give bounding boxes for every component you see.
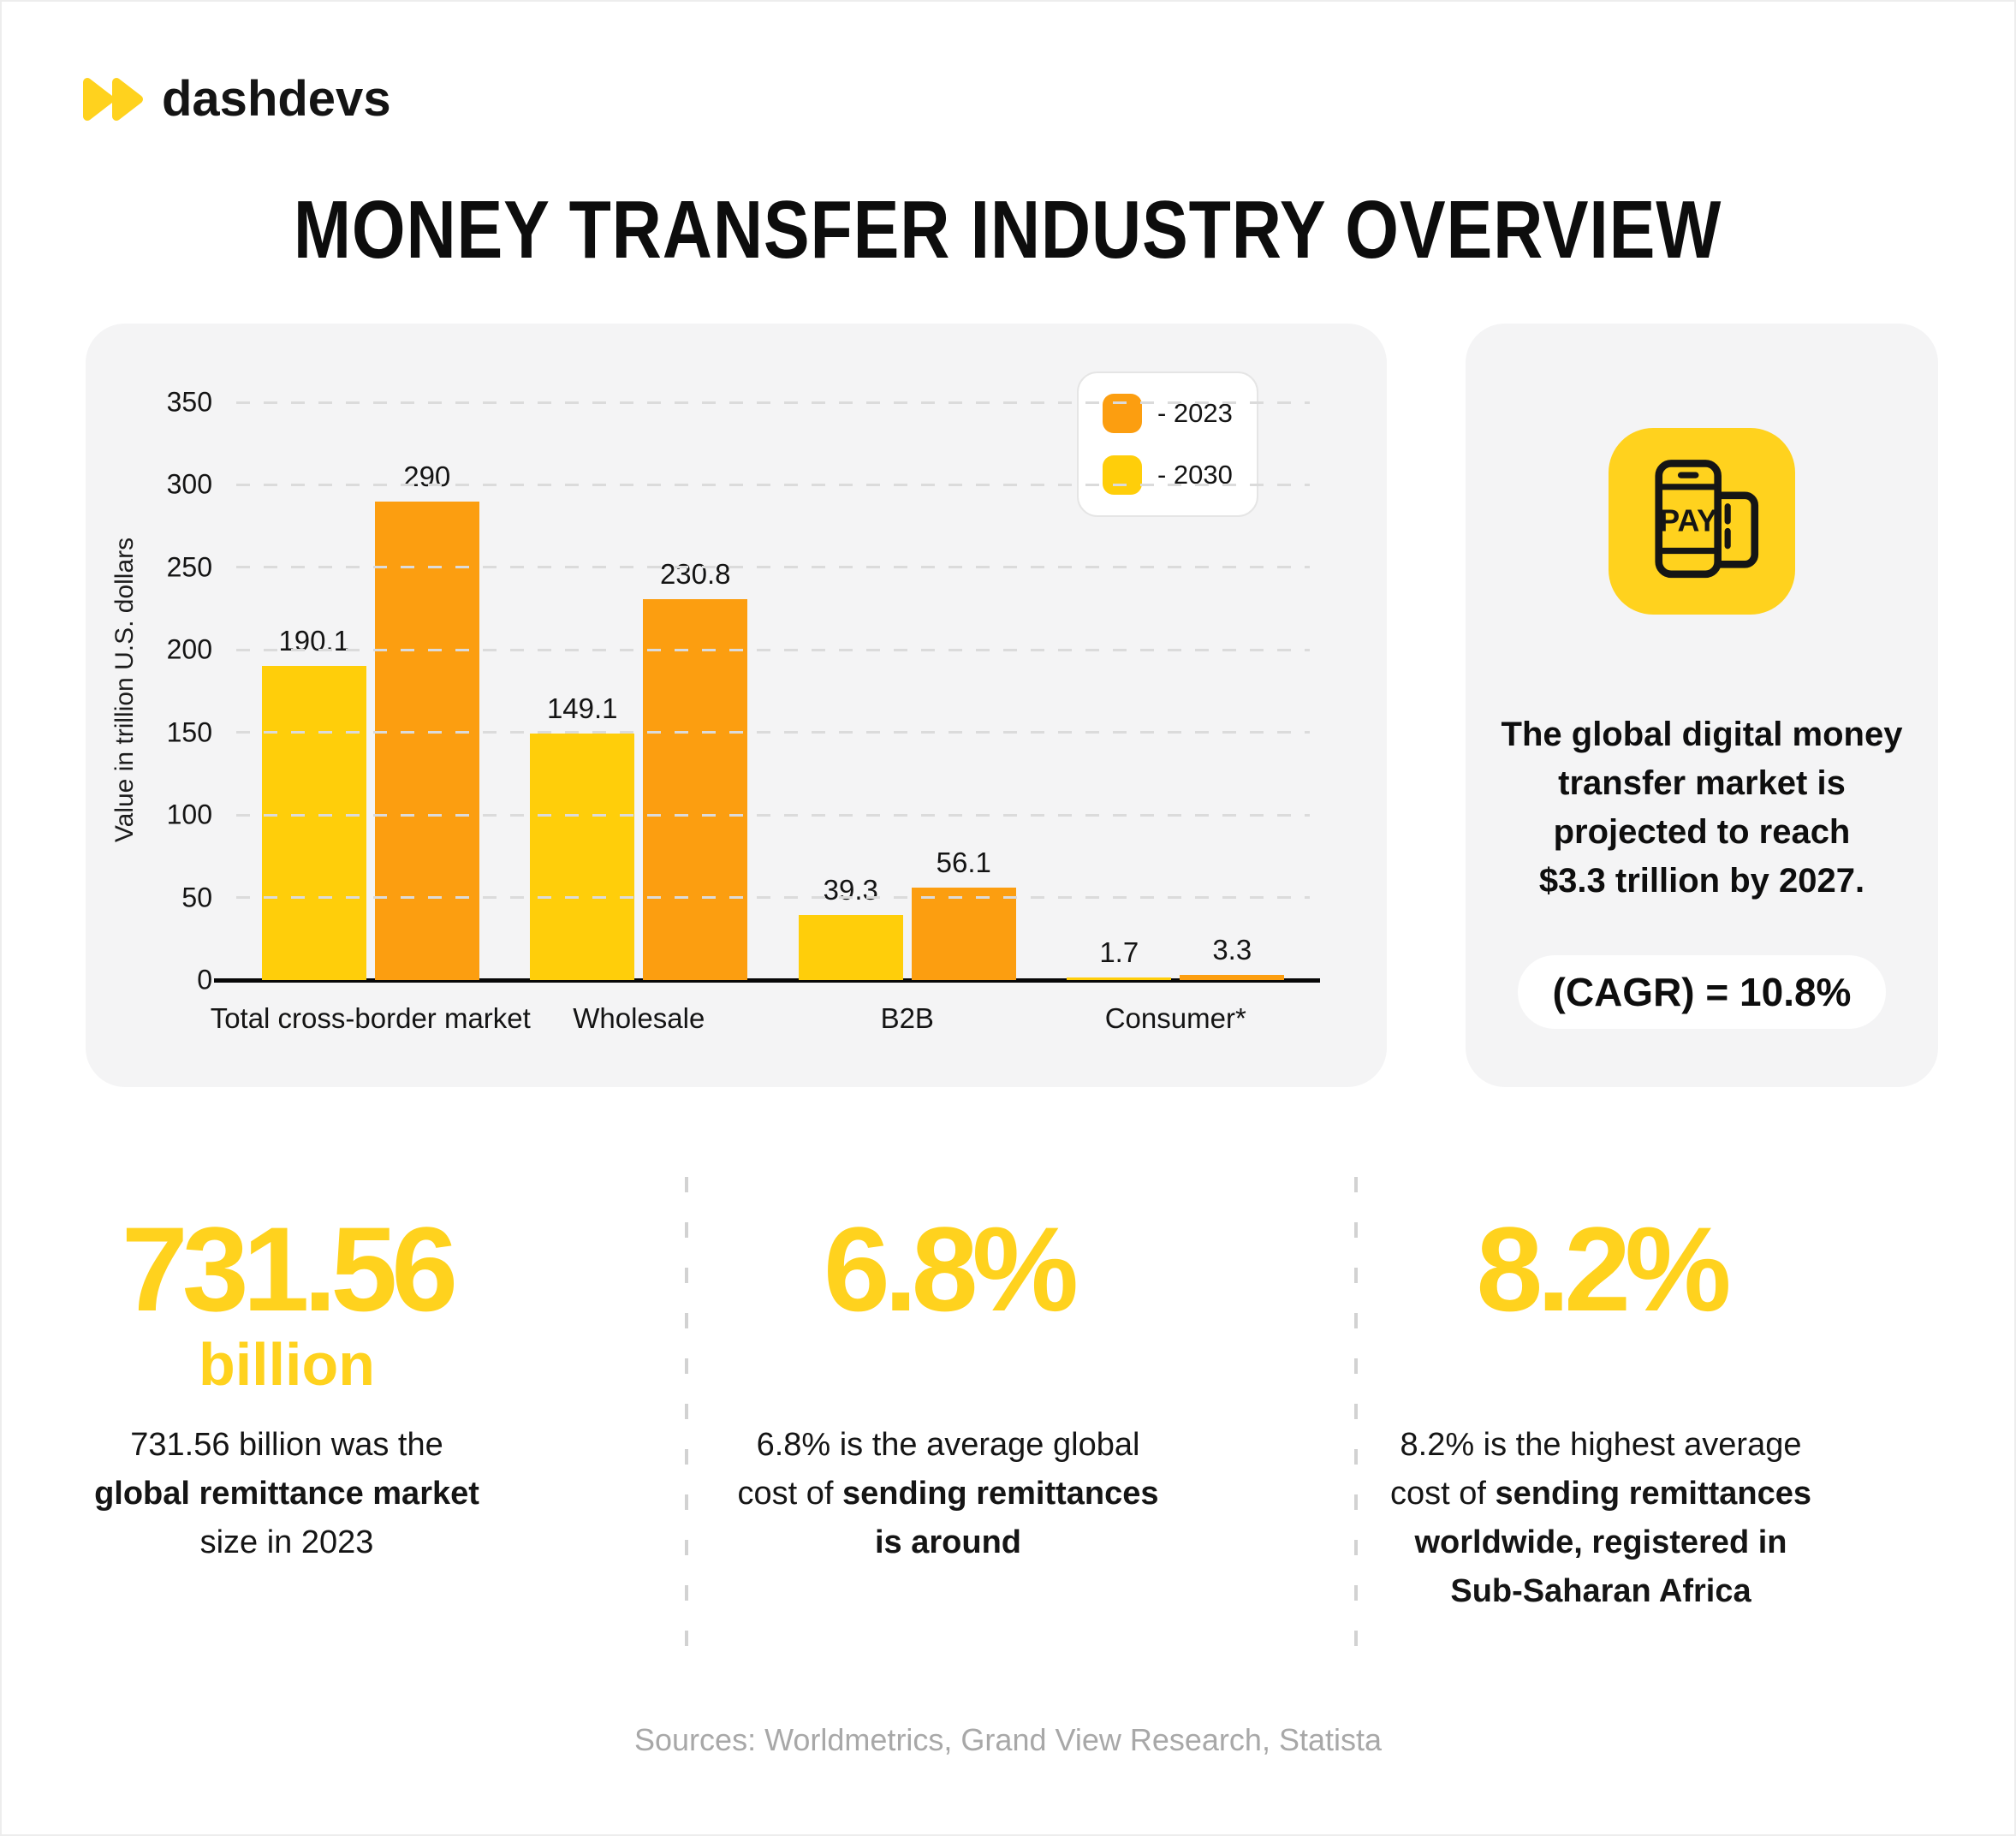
- stat-desc-line: 8.2% is the highest average: [1400, 1427, 1802, 1463]
- gridline: [236, 813, 1310, 817]
- legend-swatch: [1103, 455, 1142, 495]
- bar-value-label: 1.7: [1099, 936, 1139, 968]
- y-tick-label: 200: [166, 633, 212, 665]
- gridline: [236, 896, 1310, 900]
- bar-2023: [1180, 974, 1285, 980]
- bar-column-2023: 290: [374, 460, 479, 980]
- y-tick-label: 100: [166, 799, 212, 830]
- bar-column-2030: 39.3: [798, 874, 903, 980]
- stat-description: 6.8% is the average global cost of sendin…: [685, 1421, 1211, 1567]
- chart-panel: Value in trillion U.S. dollars 190.1 290 T…: [86, 324, 1387, 1087]
- stat-desc-line: is around: [874, 1524, 1022, 1560]
- bar-column-2023: 56.1: [911, 846, 1016, 980]
- bar-value-label: 3.3: [1212, 933, 1252, 966]
- gridline: [236, 483, 1310, 486]
- bar-2030: [798, 915, 903, 980]
- category-label: Consumer*: [1104, 1002, 1246, 1034]
- page-title: MONEY TRANSFER INDUSTRY OVERVIEW: [294, 184, 1722, 276]
- bar-value-label: 190.1: [278, 625, 350, 657]
- y-tick-label: 300: [166, 468, 212, 500]
- category-label: Total cross-border market: [210, 1002, 531, 1034]
- bar-2030: [1067, 977, 1172, 980]
- bar-value-label: 290: [403, 460, 451, 492]
- card-text-line: transfer market is: [1558, 764, 1846, 802]
- bar-2030: [530, 734, 635, 980]
- y-tick-label: 50: [181, 882, 212, 913]
- highlight-card: PAY The global digital money transfer mar…: [1466, 324, 1938, 1087]
- stat-value: 6.8%: [823, 1202, 1079, 1336]
- bar-column-2030: 149.1: [530, 692, 635, 980]
- bar-column-2023: 3.3: [1180, 933, 1285, 980]
- stat-desc-line: size in 2023: [199, 1524, 374, 1560]
- y-tick-label: 150: [166, 716, 212, 748]
- legend-item: - 2030: [1103, 455, 1233, 495]
- stat-desc-line: 6.8% is the average global: [756, 1427, 1140, 1463]
- mobile-pay-icon: PAY: [1609, 428, 1795, 615]
- svg-text:PAY: PAY: [1659, 503, 1717, 538]
- sources-text: Sources: Worldmetrics, Grand View Resear…: [634, 1722, 1382, 1757]
- card-text-line: The global digital money: [1501, 716, 1903, 753]
- stat-highest-cost: 8.2% 8.2% is the highest average cost of …: [1335, 1209, 1866, 1671]
- gridline: [236, 731, 1310, 734]
- bar-2023: [911, 887, 1016, 980]
- brand-logo: dashdevs: [81, 70, 391, 128]
- y-tick-label: 0: [197, 964, 212, 995]
- card-text-line: $3.3 trillion by 2027.: [1538, 862, 1865, 900]
- gridline: [236, 566, 1310, 569]
- bar-value-label: 56.1: [936, 846, 991, 878]
- y-tick-label: 350: [166, 386, 212, 418]
- bar-2023: [374, 501, 479, 980]
- stat-desc-line: cost of sending remittances: [1389, 1476, 1812, 1512]
- stat-description: 8.2% is the highest average cost of sendi…: [1318, 1421, 1883, 1616]
- stat-remittance-market: 731.56 billion 731.56 billion was the glo…: [39, 1209, 535, 1671]
- chart-legend: - 2023 - 2030: [1077, 371, 1258, 517]
- stat-average-cost: 6.8% 6.8% is the average global cost of s…: [702, 1209, 1194, 1671]
- bar-2030: [261, 666, 366, 980]
- cagr-badge: (CAGR) = 10.8%: [1518, 955, 1886, 1029]
- brand-name: dashdevs: [162, 71, 391, 127]
- plot-area: 190.1 290 Total cross-border market 149.1 23…: [211, 402, 1311, 1034]
- double-play-triangles-icon: [83, 77, 143, 121]
- gridline: [236, 648, 1310, 651]
- stat-unit: billion: [198, 1331, 376, 1398]
- bar-2023: [643, 598, 748, 980]
- bar-value-label: 39.3: [823, 874, 878, 906]
- card-text-line: projected to reach: [1553, 813, 1851, 851]
- x-axis-line: [214, 978, 1320, 983]
- stat-desc-line: Sub-Saharan Africa: [1450, 1573, 1751, 1609]
- legend-swatch: [1103, 394, 1142, 433]
- y-tick-label: 250: [166, 551, 212, 583]
- stat-description: 731.56 billion was the global remittance …: [21, 1421, 552, 1567]
- stat-desc-line: 731.56 billion was the: [130, 1427, 443, 1463]
- bar-group: 149.1 230.8 Wholesale: [505, 402, 774, 1034]
- stat-desc-line: global remittance market: [94, 1476, 479, 1512]
- bar-column-2030: 190.1: [261, 625, 366, 980]
- legend-item: - 2023: [1103, 394, 1233, 433]
- stat-desc-line: cost of sending remittances: [737, 1476, 1159, 1512]
- stat-value: 731.56: [121, 1202, 458, 1336]
- category-label: B2B: [880, 1002, 934, 1034]
- bar-value-label: 149.1: [546, 692, 618, 725]
- card-text: The global digital money transfer market …: [1481, 710, 1923, 906]
- bar-group: 190.1 290 Total cross-border market: [211, 402, 531, 1034]
- bar-group: 1.7 3.3 Consumer*: [1042, 402, 1311, 1034]
- stat-desc-line: worldwide, registered in: [1414, 1524, 1787, 1560]
- category-label: Wholesale: [573, 1002, 705, 1034]
- bar-column-2023: 230.8: [643, 557, 748, 980]
- bar-column-2030: 1.7: [1067, 936, 1172, 980]
- dashed-divider: [1354, 1177, 1358, 1656]
- bar-group: 39.3 56.1 B2B: [773, 402, 1042, 1034]
- bar-value-label: 230.8: [659, 557, 731, 590]
- gridline: [236, 401, 1310, 404]
- dashed-divider: [685, 1177, 688, 1656]
- stat-value: 8.2%: [1476, 1202, 1731, 1336]
